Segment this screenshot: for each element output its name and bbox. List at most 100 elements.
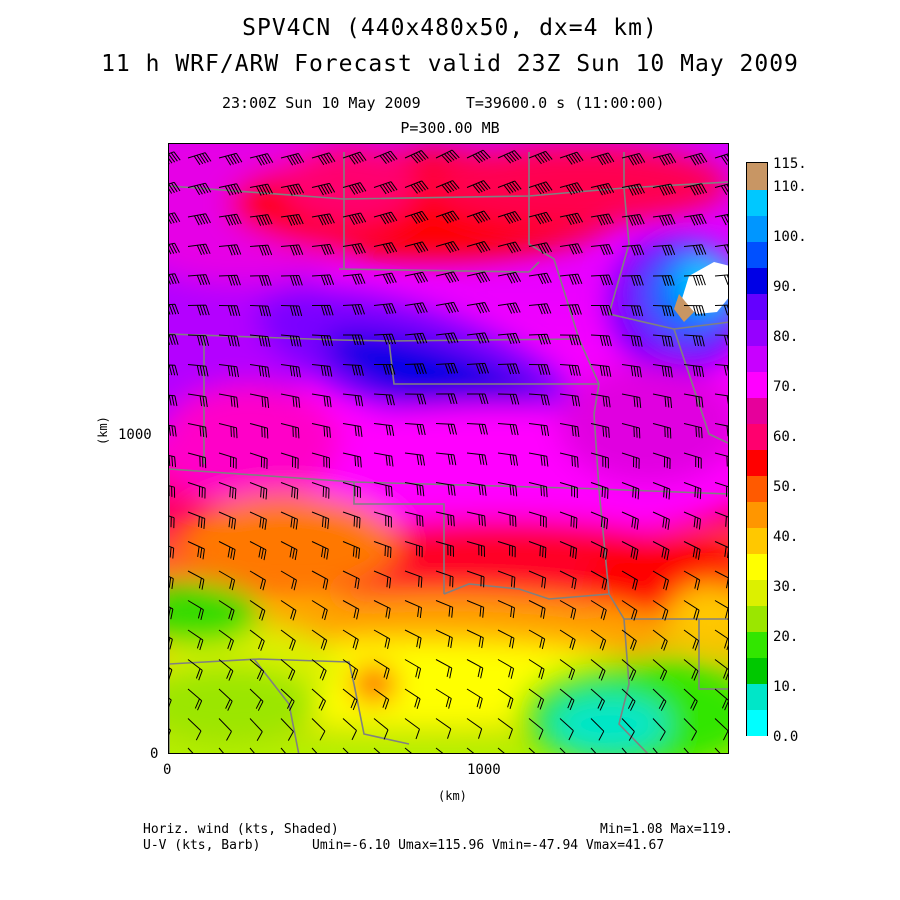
wind-barb xyxy=(373,242,398,254)
wind-barb xyxy=(187,423,207,438)
wind-barb xyxy=(342,364,364,376)
wind-barb xyxy=(590,600,607,621)
wind-barb xyxy=(683,570,701,591)
wind-barb xyxy=(466,482,487,496)
wind-barb xyxy=(280,659,296,681)
wind-barb xyxy=(249,305,272,317)
wind-barb xyxy=(373,629,391,650)
wind-barb xyxy=(683,511,701,530)
wind-barb xyxy=(528,629,546,650)
wind-barb xyxy=(187,600,204,621)
wind-barb xyxy=(590,334,612,347)
wind-barb xyxy=(404,718,420,740)
wind-barb xyxy=(652,688,667,711)
wind-barb xyxy=(714,511,728,528)
wind-barb xyxy=(559,600,577,620)
wind-barb xyxy=(311,718,326,741)
wind-barb xyxy=(714,688,728,711)
wind-barb xyxy=(466,570,485,588)
colorbar-segment xyxy=(747,631,767,658)
wind-barb xyxy=(311,659,327,681)
wind-barb xyxy=(435,393,458,405)
wind-barb xyxy=(683,747,690,753)
colorbar-label-50: 50. xyxy=(773,479,799,495)
wind-barb xyxy=(311,423,331,438)
wind-barb xyxy=(528,541,547,559)
wind-barb xyxy=(218,423,238,439)
wind-barb xyxy=(280,364,301,378)
wind-barb xyxy=(311,482,330,499)
wind-barb xyxy=(342,747,349,753)
wind-barb xyxy=(218,511,236,530)
wind-barb xyxy=(714,393,728,405)
wind-barb xyxy=(280,629,296,651)
wind-barb xyxy=(590,688,605,711)
wind-barb xyxy=(683,183,708,196)
wind-barb xyxy=(683,152,708,166)
wind-barb xyxy=(621,688,636,711)
colorbar-segment xyxy=(747,163,767,190)
footer-min-max: Min=1.08 Max=119. xyxy=(600,822,734,837)
wind-barb xyxy=(683,393,704,408)
wind-barb xyxy=(280,600,297,621)
colorbar-label-10: 10. xyxy=(773,679,799,695)
colorbar-segment xyxy=(747,423,767,450)
wind-barb xyxy=(218,600,235,621)
wind-barb xyxy=(714,541,728,559)
wind-barb xyxy=(621,153,646,166)
wind-barb xyxy=(373,452,394,467)
wind-barb xyxy=(218,629,234,651)
wind-barb xyxy=(559,393,581,407)
wind-barb xyxy=(249,423,269,439)
wind-barb xyxy=(652,364,673,378)
wind-barb xyxy=(404,629,422,649)
wind-barb xyxy=(218,541,236,560)
colorbar-segment xyxy=(747,345,767,372)
wind-barb xyxy=(249,718,263,741)
wind-barb xyxy=(404,511,424,527)
wind-barb xyxy=(652,183,676,196)
wind-barb xyxy=(373,211,398,225)
wind-barb xyxy=(169,455,176,468)
y-tick-1000: 1000 xyxy=(118,427,152,443)
wind-barb xyxy=(435,362,459,374)
wind-barb xyxy=(311,213,335,226)
wind-barb xyxy=(169,636,173,650)
x-tick-0: 0 xyxy=(163,762,172,778)
wind-barb xyxy=(714,244,728,255)
wind-barb xyxy=(590,570,608,591)
wind-barb xyxy=(683,541,701,560)
wind-barb xyxy=(435,423,457,435)
wind-barb xyxy=(466,747,475,753)
wind-barb xyxy=(169,697,172,708)
wind-barb xyxy=(342,452,362,468)
wind-barb xyxy=(280,334,302,347)
wind-barb xyxy=(187,213,211,226)
wind-barb xyxy=(373,688,390,710)
wind-barb xyxy=(280,305,303,317)
wind-barb xyxy=(621,629,637,651)
wind-barb xyxy=(311,600,328,621)
wind-barb xyxy=(559,182,584,195)
wind-barb xyxy=(683,334,705,347)
colorbar-label-90: 90. xyxy=(773,279,799,295)
wind-barb xyxy=(466,362,489,374)
wind-barb xyxy=(559,334,582,346)
wind-barb xyxy=(466,332,490,344)
wind-barb xyxy=(590,183,615,196)
wind-barb xyxy=(559,423,580,438)
wind-barb xyxy=(621,659,637,681)
wind-barb xyxy=(497,271,522,284)
wind-barb xyxy=(342,600,360,620)
wind-barb xyxy=(590,452,609,469)
wind-barb xyxy=(187,364,209,377)
wind-barb xyxy=(590,747,597,753)
wind-barb xyxy=(497,363,520,375)
wind-barb xyxy=(373,718,389,740)
colorbar-segment xyxy=(747,527,767,554)
wind-barb xyxy=(435,301,459,314)
wind-barb xyxy=(497,541,516,558)
wind-barb xyxy=(187,688,203,711)
wind-barb xyxy=(342,718,357,741)
plot-title-line2: 11 h WRF/ARW Forecast valid 23Z Sun 10 M… xyxy=(101,51,799,77)
